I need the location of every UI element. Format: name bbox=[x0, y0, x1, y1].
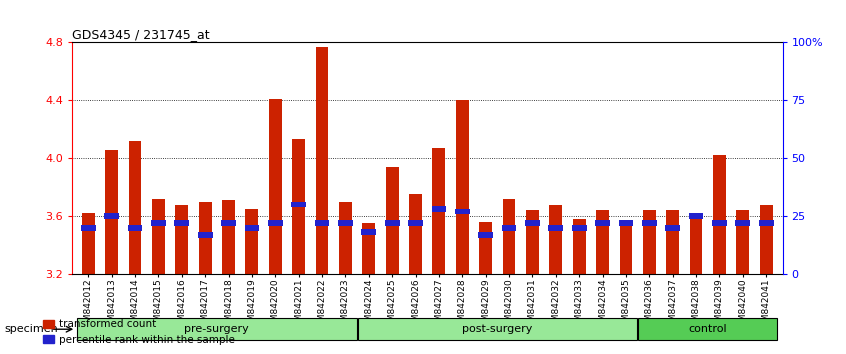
Bar bbox=[479, 222, 492, 274]
FancyBboxPatch shape bbox=[77, 318, 357, 341]
Bar bbox=[573, 219, 585, 274]
Bar bbox=[269, 99, 282, 274]
Bar bbox=[549, 205, 563, 274]
Bar bbox=[315, 220, 329, 226]
Bar bbox=[759, 220, 773, 226]
Legend: transformed count, percentile rank within the sample: transformed count, percentile rank withi… bbox=[39, 315, 239, 349]
Bar bbox=[548, 225, 563, 230]
Bar bbox=[618, 220, 634, 226]
Text: GDS4345 / 231745_at: GDS4345 / 231745_at bbox=[72, 28, 210, 41]
Bar bbox=[760, 205, 772, 274]
Bar bbox=[712, 220, 727, 226]
Bar bbox=[385, 220, 399, 226]
Bar bbox=[292, 139, 305, 274]
Bar bbox=[689, 216, 702, 274]
Bar bbox=[198, 232, 212, 238]
Bar bbox=[432, 148, 445, 274]
Bar bbox=[81, 225, 96, 230]
Bar bbox=[199, 202, 212, 274]
Bar bbox=[245, 209, 258, 274]
Bar bbox=[735, 220, 750, 226]
Bar bbox=[736, 210, 750, 274]
Bar bbox=[667, 210, 679, 274]
Bar bbox=[713, 155, 726, 274]
Bar bbox=[456, 101, 469, 274]
Text: specimen: specimen bbox=[4, 324, 58, 334]
Bar bbox=[595, 220, 610, 226]
Bar bbox=[129, 141, 141, 274]
Bar bbox=[221, 220, 236, 226]
Bar bbox=[503, 199, 515, 274]
Bar bbox=[525, 220, 540, 226]
Bar bbox=[268, 220, 283, 226]
Bar bbox=[82, 213, 95, 274]
Bar bbox=[665, 225, 680, 230]
Bar bbox=[643, 210, 656, 274]
Bar bbox=[526, 210, 539, 274]
Bar bbox=[244, 225, 260, 230]
Bar bbox=[362, 223, 376, 274]
Bar bbox=[642, 220, 656, 226]
FancyBboxPatch shape bbox=[358, 318, 637, 341]
Bar bbox=[291, 202, 306, 207]
FancyBboxPatch shape bbox=[638, 318, 777, 341]
Bar bbox=[409, 194, 422, 274]
Bar bbox=[386, 167, 398, 274]
Bar bbox=[339, 202, 352, 274]
Bar bbox=[478, 232, 493, 238]
Bar bbox=[151, 220, 166, 226]
Bar bbox=[455, 209, 470, 215]
Text: pre-surgery: pre-surgery bbox=[184, 324, 250, 334]
Bar bbox=[619, 222, 632, 274]
Bar bbox=[596, 210, 609, 274]
Bar bbox=[174, 220, 190, 226]
Bar bbox=[128, 225, 142, 230]
Text: control: control bbox=[689, 324, 727, 334]
Bar bbox=[572, 225, 586, 230]
Bar bbox=[361, 229, 376, 235]
Text: post-surgery: post-surgery bbox=[462, 324, 532, 334]
Bar bbox=[104, 213, 119, 219]
Bar bbox=[316, 47, 328, 274]
Bar bbox=[152, 199, 165, 274]
Bar bbox=[689, 213, 704, 219]
Bar bbox=[222, 200, 235, 274]
Bar bbox=[431, 206, 447, 212]
Bar bbox=[105, 149, 118, 274]
Bar bbox=[175, 205, 188, 274]
Bar bbox=[502, 225, 516, 230]
Bar bbox=[408, 220, 423, 226]
Bar bbox=[338, 220, 353, 226]
